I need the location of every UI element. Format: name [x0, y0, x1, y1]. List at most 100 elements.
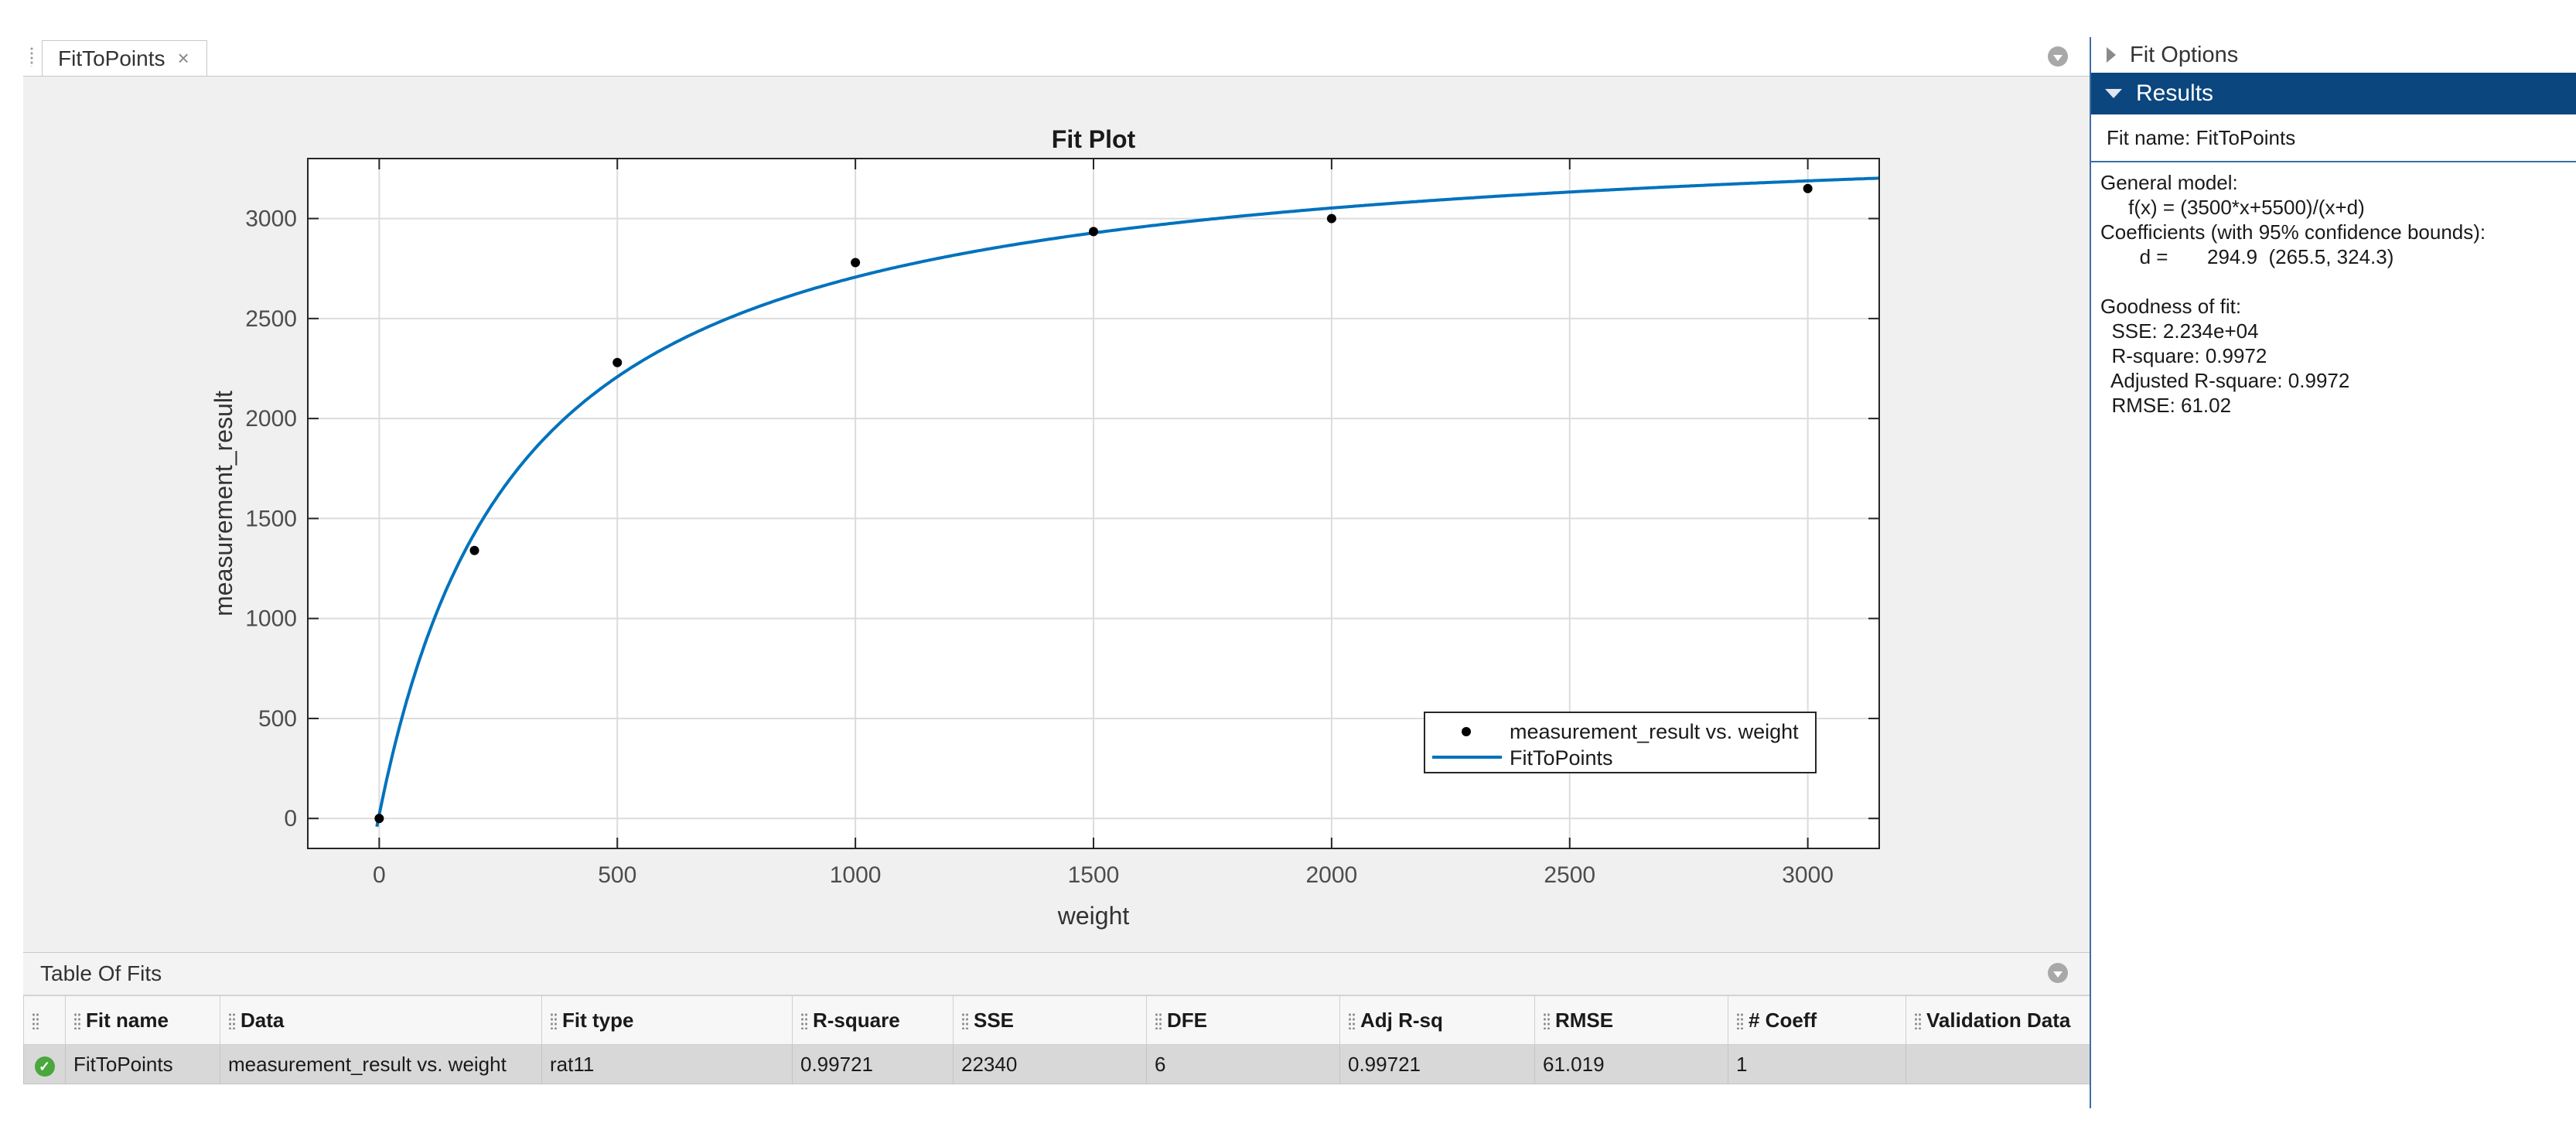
data-point: [1803, 183, 1813, 193]
x-tick-label: 1500: [1068, 862, 1120, 888]
data-point: [469, 545, 479, 555]
table-cell: 0.99721: [1339, 1044, 1535, 1084]
y-tick-label: 2000: [245, 406, 297, 432]
drag-grip-icon: [550, 1012, 558, 1029]
drag-grip-icon: [32, 1012, 39, 1029]
table-of-fits-title: Table Of Fits: [40, 961, 162, 985]
fit-curve: [375, 176, 1880, 828]
results-text: General model: f(x) = (3500*x+5500)/(x+d…: [2100, 171, 2486, 417]
column-header-label: # Coeff: [1749, 1008, 1817, 1032]
results-panel: Fit Options Results Fit name: FitToPoint…: [2090, 37, 2576, 1108]
axes-box: [307, 158, 1880, 849]
column-header-6[interactable]: Adj R-sq: [1339, 995, 1535, 1045]
column-header-label: R-square: [813, 1008, 900, 1032]
table-cell: 6: [1146, 1044, 1340, 1084]
fit-plot-panel: 0 500 1000 1500 2000 2500 3000 0 500 1000 1500 2000…: [23, 76, 2090, 953]
column-header-label: SSE: [974, 1008, 1015, 1032]
table-of-fits-header: Table Of Fits: [23, 953, 2090, 995]
table-cell: rat11: [541, 1044, 793, 1084]
table-cell: FitToPoints: [65, 1044, 220, 1084]
y-tick-label: 1500: [245, 506, 297, 531]
column-header-label: Fit type: [562, 1008, 634, 1032]
fit-name-row: Fit name: FitToPoints: [2091, 114, 2576, 162]
drag-grip-icon: [228, 1012, 236, 1029]
legend-label: measurement_result vs. weight: [1510, 720, 1799, 743]
y-axis-label: measurement_result: [210, 391, 237, 616]
y-tick-label: 1000: [245, 606, 297, 632]
status-column-header[interactable]: [23, 995, 66, 1045]
drag-handle-icon[interactable]: [29, 46, 34, 67]
close-icon[interactable]: ×: [177, 46, 189, 70]
legend-marker: [1462, 727, 1471, 736]
drag-grip-icon: [1155, 1012, 1162, 1029]
check-circle-icon: ✓: [34, 1056, 55, 1077]
x-tick-label: 500: [598, 862, 636, 888]
drag-grip-icon: [1736, 1012, 1744, 1029]
drag-grip-icon: [1914, 1012, 1922, 1029]
data-point: [851, 258, 861, 268]
column-header-4[interactable]: SSE: [953, 995, 1147, 1045]
column-header-label: Data: [241, 1008, 285, 1032]
legend-box: [1424, 712, 1817, 773]
document-area: FitToPoints × 0 500 1000 1500 2000 2500 3000 0 5…: [23, 37, 2090, 1123]
fit-options-label: Fit Options: [2130, 42, 2239, 67]
table-row[interactable]: ✓ FitToPoints measurement_result vs. weigh…: [23, 1044, 2090, 1084]
table-cell: 61.019: [1534, 1044, 1728, 1084]
drag-grip-icon: [1543, 1012, 1551, 1029]
x-tick-label: 2000: [1306, 862, 1358, 888]
results-header[interactable]: Results: [2091, 73, 2576, 114]
drag-grip-icon: [961, 1012, 969, 1029]
column-header-3[interactable]: R-square: [792, 995, 954, 1045]
column-header-8[interactable]: # Coeff: [1728, 995, 1906, 1045]
table-cell: 0.99721: [792, 1044, 954, 1084]
column-header-label: Validation Data: [1926, 1008, 2071, 1032]
y-tick-label: 0: [284, 806, 297, 831]
table-of-fits-panel: Table Of Fits Fit name Data Fit type R-squa…: [23, 952, 2090, 1123]
tab-fittopoints[interactable]: FitToPoints ×: [42, 40, 207, 76]
table-cell: [1906, 1044, 2090, 1084]
column-header-5[interactable]: DFE: [1146, 995, 1340, 1045]
panel-menu-icon[interactable]: [2048, 46, 2068, 67]
column-header-label: Fit name: [86, 1008, 169, 1032]
legend-label: FitToPoints: [1510, 746, 1613, 770]
table-cell: 22340: [953, 1044, 1147, 1084]
y-tick-label: 500: [258, 706, 297, 732]
fit-options-header[interactable]: Fit Options: [2091, 37, 2576, 73]
drag-grip-icon: [73, 1012, 81, 1029]
drag-grip-icon: [800, 1012, 808, 1029]
x-axis-label: weight: [1057, 902, 1130, 930]
document-tabstrip: FitToPoints ×: [23, 37, 2090, 76]
column-header-9[interactable]: Validation Data: [1906, 995, 2090, 1045]
table-header-row: Fit name Data Fit type R-square SSE DFE Adj R-…: [23, 995, 2090, 1045]
column-header-0[interactable]: Fit name: [65, 995, 220, 1045]
y-tick-label: 2500: [245, 306, 297, 332]
fits-table: Fit name Data Fit type R-square SSE DFE Adj R-…: [23, 995, 2090, 1084]
data-point: [1326, 213, 1336, 224]
table-cell: 1: [1728, 1044, 1906, 1084]
x-tick-label: 3000: [1782, 862, 1834, 888]
x-tick-label: 1000: [830, 862, 882, 888]
panel-menu-icon[interactable]: [2048, 963, 2068, 983]
tab-label: FitToPoints: [58, 46, 165, 70]
table-cell: measurement_result vs. weight: [220, 1044, 542, 1084]
data-point: [374, 814, 384, 824]
y-tick-label: 3000: [245, 207, 297, 232]
expand-triangle-icon: [2107, 47, 2116, 63]
column-header-label: DFE: [1167, 1008, 1207, 1032]
status-cell: ✓: [23, 1044, 66, 1084]
fit-name-text: Fit name: FitToPoints: [2107, 125, 2296, 149]
column-header-1[interactable]: Data: [220, 995, 542, 1045]
fit-plot-chart: 0 500 1000 1500 2000 2500 3000 0 500 1000 1500 2000…: [210, 125, 1880, 930]
x-tick-label: 2500: [1544, 862, 1595, 888]
column-header-7[interactable]: RMSE: [1534, 995, 1728, 1045]
data-point: [1089, 227, 1098, 237]
collapse-triangle-icon: [2105, 89, 2122, 98]
chart-title: Fit Plot: [1052, 125, 1136, 153]
column-header-2[interactable]: Fit type: [541, 995, 793, 1045]
drag-grip-icon: [1348, 1012, 1356, 1029]
column-header-label: RMSE: [1555, 1008, 1614, 1032]
data-point: [612, 357, 623, 367]
results-label: Results: [2136, 80, 2214, 106]
column-header-label: Adj R-sq: [1360, 1008, 1443, 1032]
x-tick-label: 0: [373, 862, 386, 888]
